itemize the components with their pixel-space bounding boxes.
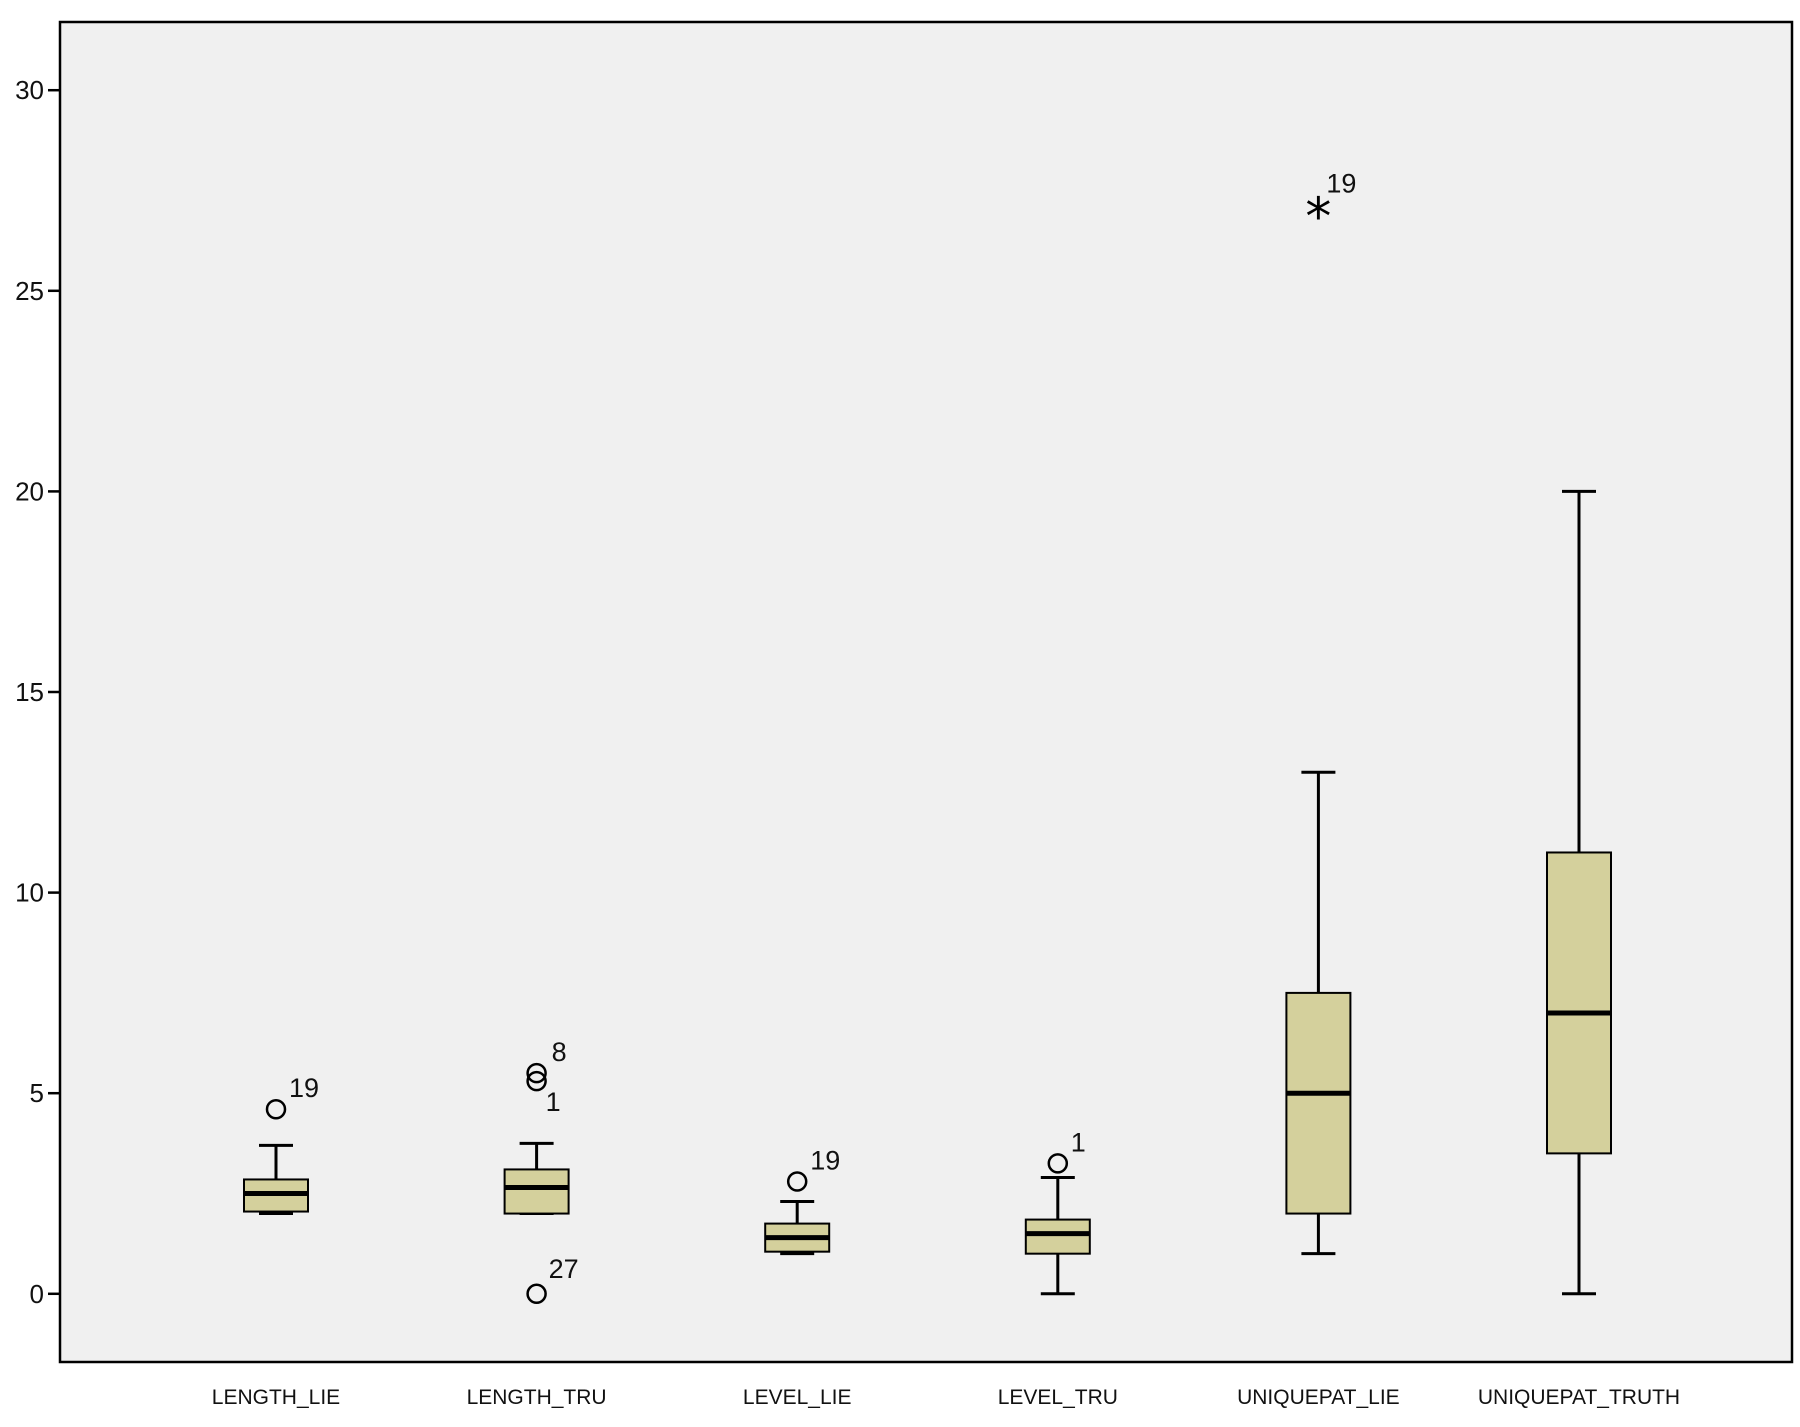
y-tick-label: 15 [15,677,44,707]
box-iqr [1285,991,1352,1215]
box-uniquepat-truth [1546,489,1612,1296]
y-tick-label: 20 [15,476,44,506]
outlier-label: 8 [552,1037,567,1067]
box-length-tru: 8 1 27 [503,1037,579,1305]
box-length-lie: 19 [243,1073,319,1216]
x-category-label: LEVEL_LIE [743,1386,852,1409]
box-iqr [1546,851,1612,1155]
x-axis: LENGTH_LIE LENGTH_TRU LEVEL_LIE LEVEL_TRU UN… [212,1386,1680,1409]
x-category-label: LEVEL_TRU [998,1386,1118,1409]
y-tick-label: 25 [15,276,44,306]
outlier-circle [526,1062,547,1084]
box-iqr [503,1168,570,1215]
x-category-label: LENGTH_TRU [467,1386,607,1409]
box-uniquepat-lie: *19 [1285,169,1356,1256]
outlier-circle [526,1070,547,1092]
box-level-tru: 1 [1024,1127,1091,1296]
outlier-star: * [1305,188,1331,248]
outlier-circle [1047,1153,1069,1174]
outlier-label: 19 [810,1145,840,1175]
outlier-label: 1 [546,1087,561,1117]
outlier-label: 19 [289,1073,319,1103]
outlier-label: 1 [1071,1127,1086,1157]
y-tick-label: 5 [30,1078,44,1108]
y-tick-label: 10 [15,878,44,908]
outlier-circle [786,1171,808,1192]
y-tick-label: 30 [15,75,44,105]
outlier-circle [526,1283,547,1305]
plot-area [58,20,1794,1364]
outlier-label: 27 [549,1254,579,1284]
box-iqr [1024,1218,1091,1255]
outlier-label: 19 [1326,169,1356,199]
x-category-label: UNIQUEPAT_LIE [1237,1386,1400,1409]
x-category-label: UNIQUEPAT_TRUTH [1478,1386,1680,1409]
y-axis: 0 5 10 15 20 25 30 [15,75,60,1309]
y-tick-label: 0 [30,1279,44,1309]
outlier-circle [265,1098,287,1120]
x-category-label: LENGTH_LIE [212,1386,340,1409]
box-level-lie: 19 [764,1145,840,1256]
